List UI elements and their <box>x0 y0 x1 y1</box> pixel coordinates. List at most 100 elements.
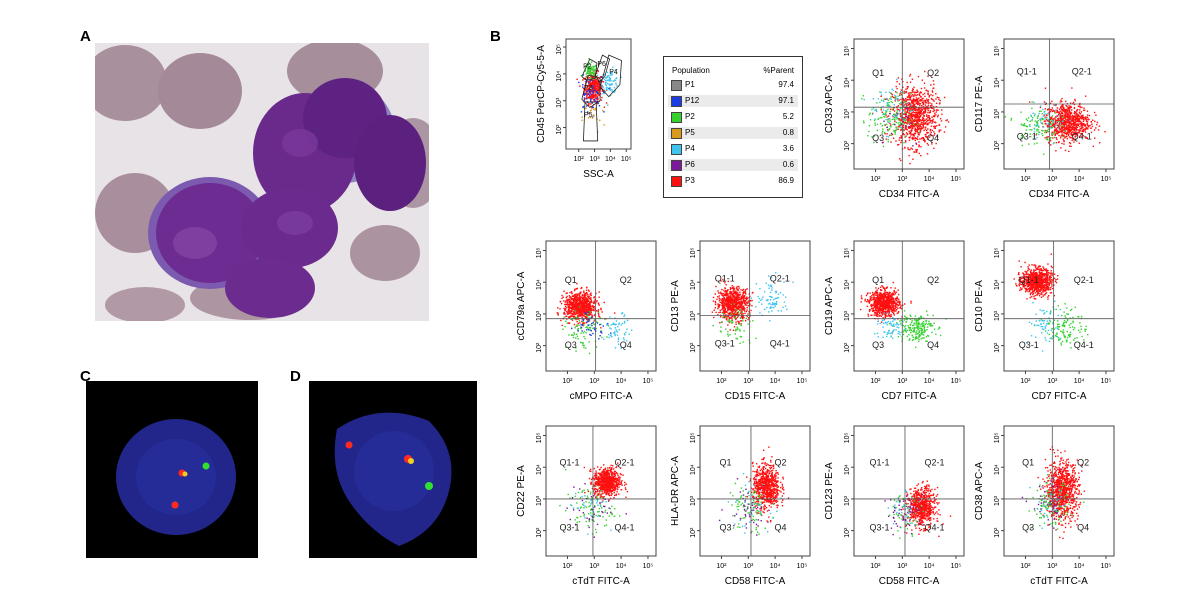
event-dot <box>739 304 741 306</box>
event-dot <box>736 300 738 302</box>
event-dot <box>1075 126 1078 129</box>
event-dot <box>1037 116 1039 118</box>
event-dot <box>925 89 928 92</box>
event-dot <box>562 328 564 331</box>
event-dot <box>907 117 910 119</box>
gate-polygon[interactable] <box>599 54 622 98</box>
event-dot <box>767 284 770 286</box>
y-tick-label: 10³ <box>844 108 851 119</box>
gate-polygon[interactable] <box>581 74 601 108</box>
event-dot <box>1050 120 1053 123</box>
event-dot <box>585 309 587 312</box>
event-dot <box>567 301 569 304</box>
event-dot <box>1068 125 1071 127</box>
event-dot <box>906 99 908 101</box>
event-dot <box>1060 115 1063 117</box>
event-dot <box>595 78 598 81</box>
event-dot <box>1062 109 1065 112</box>
event-dot <box>1090 127 1092 129</box>
event-dot <box>593 83 595 85</box>
event-dot <box>579 295 581 297</box>
event-dot <box>1068 121 1071 123</box>
event-dot <box>1054 125 1057 127</box>
event-dot <box>933 87 935 89</box>
event-dot <box>744 302 746 304</box>
event-dot <box>768 311 770 313</box>
event-dot <box>930 125 933 127</box>
event-dot <box>1029 120 1031 122</box>
event-dot <box>926 115 928 117</box>
event-dot <box>911 117 914 120</box>
event-dot <box>877 118 879 121</box>
event-dot <box>608 79 610 81</box>
event-dot <box>719 316 722 318</box>
event-dot <box>1050 119 1053 121</box>
event-dot <box>743 310 746 312</box>
gate-polygon[interactable] <box>581 58 598 82</box>
event-dot <box>577 308 580 310</box>
event-dot <box>727 333 729 335</box>
event-dot <box>872 304 874 307</box>
event-dot <box>592 95 594 98</box>
event-dot <box>582 296 585 299</box>
event-dot <box>1022 135 1025 137</box>
event-dot <box>938 98 940 101</box>
event-dot <box>571 297 574 300</box>
event-dot <box>601 96 603 99</box>
event-dot <box>583 309 585 311</box>
event-dot <box>911 89 914 92</box>
event-dot <box>755 283 758 285</box>
event-dot <box>742 305 744 307</box>
event-dot <box>595 97 597 99</box>
event-dot <box>592 92 594 94</box>
event-dot <box>946 119 948 121</box>
event-dot <box>1068 107 1070 110</box>
event-dot <box>726 307 729 309</box>
event-dot <box>902 109 905 112</box>
event-dot <box>598 77 601 80</box>
event-dot <box>880 95 882 98</box>
event-dot <box>723 297 725 300</box>
event-dot <box>581 310 583 313</box>
event-dot <box>726 311 728 313</box>
event-dot <box>893 116 896 119</box>
event-dot <box>581 323 584 325</box>
x-tick-label: 10⁴ <box>1074 176 1085 183</box>
event-dot <box>588 81 590 83</box>
event-dot <box>911 112 913 114</box>
event-dot <box>930 107 933 109</box>
event-dot <box>922 112 924 114</box>
event-dot <box>1067 119 1070 121</box>
event-dot <box>584 310 587 312</box>
event-dot <box>721 292 723 295</box>
event-dot <box>1071 109 1073 111</box>
event-dot <box>905 88 907 90</box>
event-dot <box>588 352 591 355</box>
event-dot <box>576 300 578 303</box>
event-dot <box>577 314 580 316</box>
event-dot <box>596 85 599 88</box>
event-dot <box>593 98 596 101</box>
event-dot <box>600 307 602 310</box>
event-dot <box>863 122 865 124</box>
event-dot <box>784 296 787 298</box>
event-dot <box>921 104 923 107</box>
event-dot <box>582 298 584 300</box>
event-dot <box>1071 118 1074 120</box>
event-dot <box>730 297 732 299</box>
event-dot <box>716 296 719 298</box>
event-dot <box>596 100 599 103</box>
event-dot <box>570 302 573 304</box>
events-layer <box>860 281 947 348</box>
event-dot <box>914 151 916 153</box>
event-dot <box>1086 114 1089 116</box>
event-dot <box>872 107 875 109</box>
gate-polygon[interactable] <box>594 54 611 83</box>
gate-polygon[interactable] <box>583 101 599 142</box>
event-dot <box>740 301 743 304</box>
event-dot <box>592 66 594 68</box>
event-dot <box>738 296 741 299</box>
event-dot <box>560 302 563 305</box>
event-dot <box>577 327 580 330</box>
